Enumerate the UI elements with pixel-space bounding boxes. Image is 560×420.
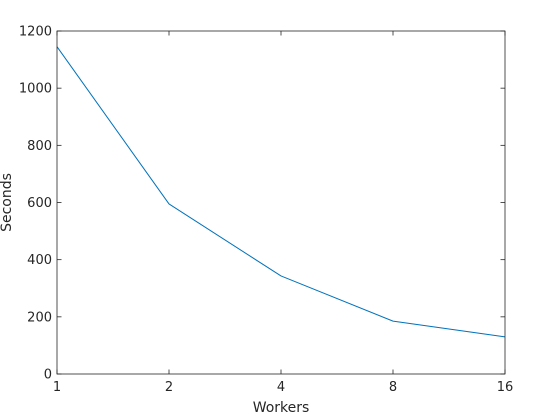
y-tick-label: 400	[27, 253, 52, 268]
plot-background	[57, 31, 505, 374]
y-tick-label: 0	[44, 368, 52, 383]
y-tick-label: 600	[27, 196, 52, 211]
x-tick-label: 16	[497, 380, 514, 395]
plot-frame	[56, 30, 506, 375]
x-tick-labels: 1 2 4 8 16	[53, 380, 513, 395]
y-tick-label: 1200	[19, 25, 52, 40]
x-tick-label: 4	[277, 380, 285, 395]
x-axis-label: Workers	[253, 400, 310, 416]
y-tick-label: 200	[27, 310, 52, 325]
x-tick-label: 8	[389, 380, 397, 395]
y-tick-labels: 0 200 400 600 800 1000 1200	[19, 25, 52, 383]
y-tick-label: 1000	[19, 82, 52, 97]
y-axis-label: Seconds	[0, 173, 15, 232]
x-tick-label: 2	[165, 380, 173, 395]
y-tick-label: 800	[27, 139, 52, 154]
x-tick-label: 1	[53, 380, 61, 395]
